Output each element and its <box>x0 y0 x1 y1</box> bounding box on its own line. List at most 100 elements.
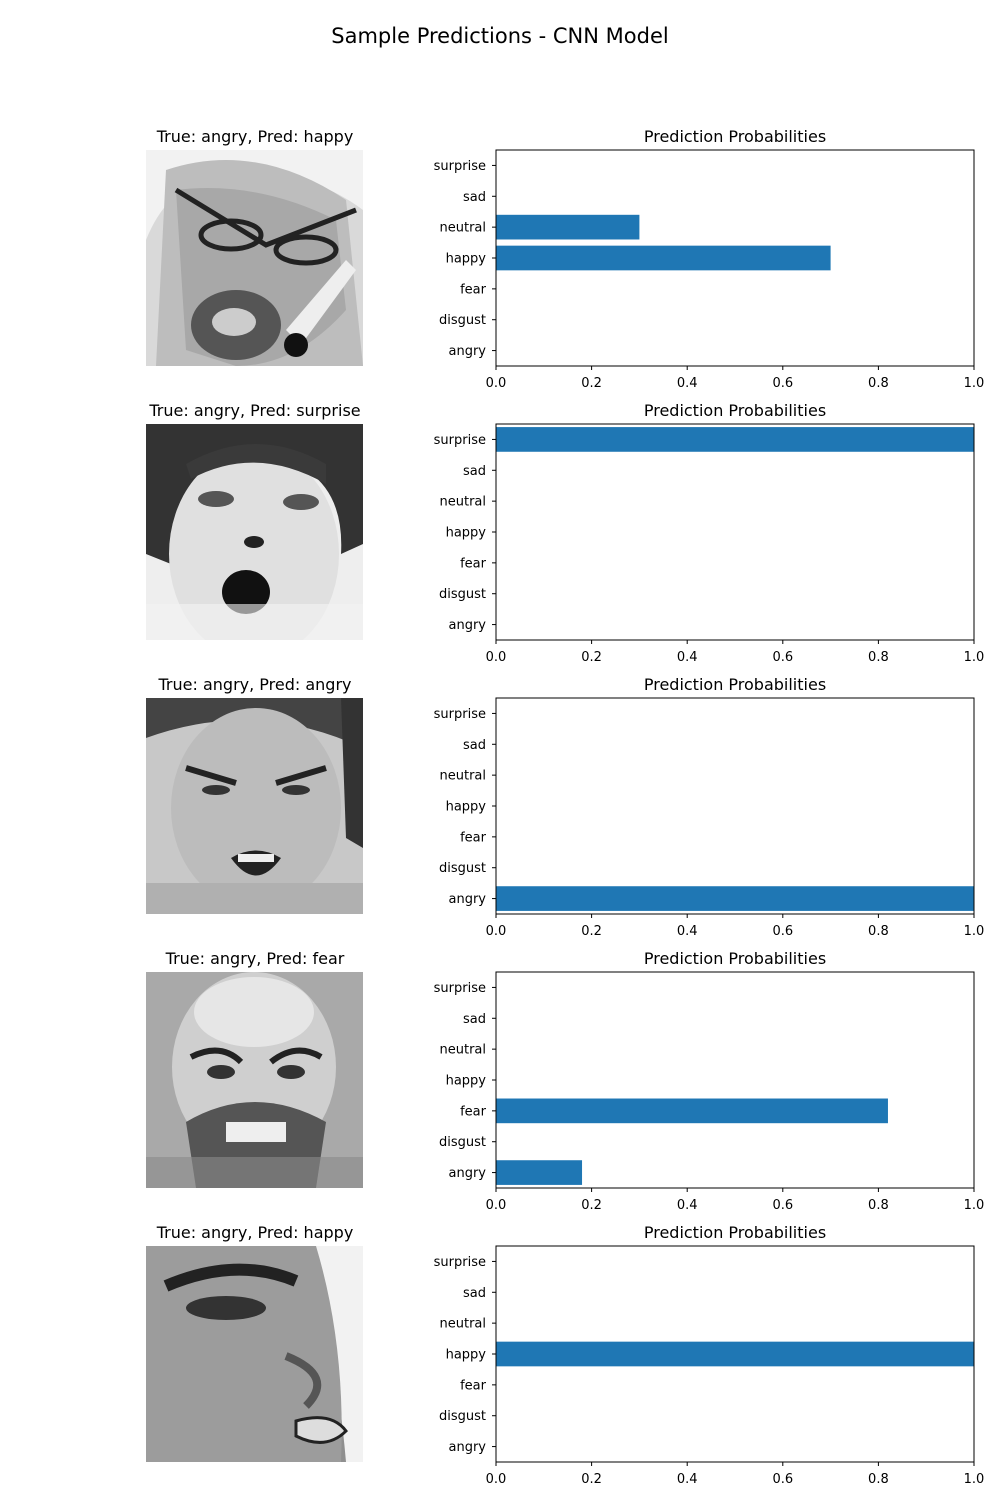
x-tick-label: 0.0 <box>486 650 507 665</box>
y-tick-label: fear <box>460 556 487 571</box>
y-tick-label: fear <box>460 1378 487 1393</box>
y-tick-label: surprise <box>434 433 486 448</box>
face-image-bald-bearded <box>146 972 363 1188</box>
y-tick-label: happy <box>446 1074 487 1089</box>
y-tick-label: neutral <box>440 495 487 510</box>
y-tick-label: happy <box>446 1348 487 1363</box>
x-tick-label: 0.4 <box>677 1472 698 1487</box>
x-tick-label: 0.0 <box>486 924 507 939</box>
axes-frame <box>495 149 975 367</box>
face-image-angry-glasses-phone <box>146 150 363 366</box>
bar-fear <box>496 1098 888 1124</box>
y-tick-label: neutral <box>440 1043 487 1058</box>
x-tick-label: 0.8 <box>868 924 889 939</box>
y-tick-label: neutral <box>440 221 487 236</box>
image-title: True: angry, Pred: happy <box>156 1223 354 1242</box>
probability-bar-chart: angry disgust fear happy neutral sad surprise 0… <box>434 1245 985 1487</box>
y-tick-label: fear <box>460 282 487 297</box>
x-tick-label: 0.2 <box>581 650 602 665</box>
probability-bar-chart: angry disgust fear happy neutral sad surprise 0… <box>434 697 985 939</box>
y-tick-label: disgust <box>439 587 486 602</box>
x-tick-label: 0.6 <box>772 1472 793 1487</box>
prediction-row: True: angry, Pred: surprise Prediction Pr… <box>0 400 1000 674</box>
x-tick-label: 0.0 <box>486 1472 507 1487</box>
y-tick-label: angry <box>449 892 487 907</box>
chart-title: Prediction Probabilities <box>643 127 827 146</box>
chart-title: Prediction Probabilities <box>643 1223 827 1242</box>
image-title: True: angry, Pred: fear <box>165 949 345 968</box>
y-tick-label: surprise <box>434 707 486 722</box>
y-tick-label: happy <box>446 800 487 815</box>
x-tick-label: 0.8 <box>868 650 889 665</box>
y-tick-label: angry <box>449 618 487 633</box>
axes-frame <box>495 971 975 1189</box>
x-tick-label: 1.0 <box>964 924 985 939</box>
y-tick-label: sad <box>463 190 486 205</box>
image-title: True: angry, Pred: angry <box>158 675 352 694</box>
y-tick-label: neutral <box>440 769 487 784</box>
y-tick-label: sad <box>463 1012 486 1027</box>
y-tick-label: fear <box>460 1104 487 1119</box>
bar-angry <box>496 1160 583 1185</box>
x-tick-label: 1.0 <box>964 1472 985 1487</box>
y-tick-label: disgust <box>439 1135 486 1150</box>
x-tick-label: 0.2 <box>581 376 602 391</box>
y-tick-label: angry <box>449 344 487 359</box>
y-tick-label: sad <box>463 738 486 753</box>
chart-title: Prediction Probabilities <box>643 675 827 694</box>
x-tick-label: 0.8 <box>868 376 889 391</box>
face-image-snarling <box>146 698 363 914</box>
y-tick-label: disgust <box>439 313 486 328</box>
x-tick-label: 0.0 <box>486 1198 507 1213</box>
x-tick-label: 0.2 <box>581 924 602 939</box>
y-tick-label: disgust <box>439 1409 486 1424</box>
figure-title: Sample Predictions - CNN Model <box>331 24 669 48</box>
x-tick-label: 0.0 <box>486 376 507 391</box>
prediction-row: True: angry, Pred: fear Prediction Probab… <box>0 948 1000 1222</box>
y-tick-label: fear <box>460 830 487 845</box>
face-image-squinting-closeup <box>146 1246 363 1462</box>
x-tick-label: 1.0 <box>964 376 985 391</box>
axes-frame <box>495 697 975 915</box>
x-tick-label: 0.6 <box>772 924 793 939</box>
chart-title: Prediction Probabilities <box>643 401 827 420</box>
y-tick-label: sad <box>463 1286 486 1301</box>
bar-neutral <box>496 214 640 240</box>
axes-frame <box>495 1245 975 1463</box>
y-tick-label: sad <box>463 464 486 479</box>
prediction-row: True: angry, Pred: happy Prediction Proba… <box>0 126 1000 400</box>
y-tick-label: happy <box>446 526 487 541</box>
x-tick-label: 0.6 <box>772 376 793 391</box>
bar-happy <box>496 1341 974 1367</box>
x-tick-label: 0.8 <box>868 1472 889 1487</box>
probability-bar-chart: angry disgust fear happy neutral sad surprise 0… <box>434 971 985 1213</box>
y-tick-label: angry <box>449 1440 487 1455</box>
y-tick-label: neutral <box>440 1317 487 1332</box>
axes-frame <box>495 423 975 641</box>
y-tick-label: disgust <box>439 861 486 876</box>
y-tick-label: happy <box>446 252 487 267</box>
chart-title: Prediction Probabilities <box>643 949 827 968</box>
prediction-row: True: angry, Pred: happy Prediction Proba… <box>0 1222 1000 1496</box>
x-tick-label: 0.4 <box>677 924 698 939</box>
face-image-open-mouth <box>146 424 363 640</box>
x-tick-label: 0.4 <box>677 1198 698 1213</box>
x-tick-label: 0.6 <box>772 1198 793 1213</box>
image-title: True: angry, Pred: surprise <box>149 401 361 420</box>
bar-angry <box>496 886 974 911</box>
bar-happy <box>496 245 831 271</box>
x-tick-label: 0.4 <box>677 376 698 391</box>
y-tick-label: surprise <box>434 159 486 174</box>
x-tick-label: 0.4 <box>677 650 698 665</box>
bar-surprise <box>496 427 974 452</box>
x-tick-label: 0.6 <box>772 650 793 665</box>
image-title: True: angry, Pred: happy <box>156 127 354 146</box>
x-tick-label: 0.2 <box>581 1472 602 1487</box>
x-tick-label: 1.0 <box>964 1198 985 1213</box>
prediction-row: True: angry, Pred: angry Prediction Proba… <box>0 674 1000 948</box>
probability-bar-chart: angry disgust fear happy neutral sad surprise 0… <box>434 149 985 391</box>
y-tick-label: angry <box>449 1166 487 1181</box>
probability-bar-chart: angry disgust fear happy neutral sad surprise 0… <box>434 423 984 665</box>
x-tick-label: 0.8 <box>868 1198 889 1213</box>
